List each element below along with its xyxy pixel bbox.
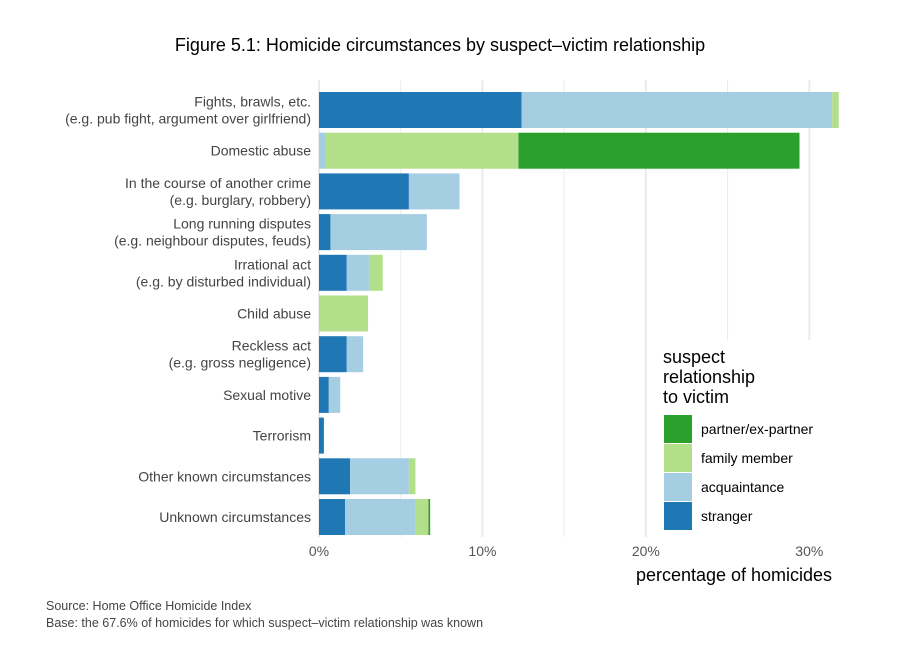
bar-domestic-partner bbox=[518, 132, 800, 169]
legend-title-line: to victim bbox=[663, 387, 729, 407]
category-label-crime: In the course of another crime (e.g. burg… bbox=[125, 175, 311, 208]
bar-reckless-acquaintance bbox=[346, 336, 364, 373]
bar-other-stranger bbox=[319, 458, 351, 495]
bar-sexual-acquaintance bbox=[328, 376, 341, 413]
bar-fights-acquaintance bbox=[521, 92, 833, 128]
bar-other-acquaintance bbox=[350, 458, 409, 495]
category-label-unknown: Unknown circumstances bbox=[159, 509, 311, 525]
category-label-line: (e.g. pub fight, argument over girlfrien… bbox=[65, 111, 311, 127]
category-label-child: Child abuse bbox=[237, 306, 311, 322]
category-label-disputes: Long running disputes (e.g. neighbour dis… bbox=[114, 216, 311, 249]
legend-title-line: relationship bbox=[663, 367, 755, 387]
bar-terrorism-stranger bbox=[319, 417, 324, 454]
category-label-line: (e.g. burglary, robbery) bbox=[170, 192, 311, 208]
category-label-line: Child abuse bbox=[237, 306, 311, 322]
bar-irrational-stranger bbox=[319, 254, 347, 291]
category-label-domestic: Domestic abuse bbox=[211, 143, 312, 159]
category-label-reckless: Reckless act (e.g. gross negligence) bbox=[169, 338, 312, 371]
bar-domestic-family bbox=[325, 132, 519, 169]
category-label-sexual: Sexual motive bbox=[223, 387, 311, 403]
bar-sexual-stranger bbox=[319, 376, 329, 413]
legend-label-stranger: stranger bbox=[701, 508, 753, 524]
legend-swatch-family bbox=[664, 444, 692, 472]
bar-unknown-stranger bbox=[319, 499, 346, 535]
bar-unknown-acquaintance bbox=[345, 499, 416, 535]
bars bbox=[319, 92, 839, 535]
category-label-line: Irrational act bbox=[234, 256, 311, 272]
legend-title-line: suspect bbox=[663, 347, 725, 367]
category-label-irrational: Irrational act (e.g. by disturbed individ… bbox=[136, 256, 311, 289]
category-label-line: (e.g. neighbour disputes, feuds) bbox=[114, 233, 311, 249]
bar-disputes-stranger bbox=[319, 214, 331, 251]
category-label-line: In the course of another crime bbox=[125, 175, 311, 191]
legend-label-acquaintance: acquaintance bbox=[701, 479, 785, 495]
category-labels: Fights, brawls, etc. (e.g. pub fight, arg… bbox=[65, 94, 311, 526]
chart-title: Figure 5.1: Homicide circumstances by su… bbox=[175, 35, 705, 55]
bar-disputes-acquaintance bbox=[330, 214, 427, 251]
bar-unknown-family bbox=[415, 499, 429, 535]
category-label-fights: Fights, brawls, etc. (e.g. pub fight, arg… bbox=[65, 94, 311, 127]
x-axis-ticks: 0% 10% 20% 30% bbox=[309, 543, 823, 559]
category-label-line: Reckless act bbox=[232, 338, 311, 354]
category-label-line: (e.g. gross negligence) bbox=[169, 355, 311, 371]
bar-domestic-acquaintance bbox=[319, 132, 326, 169]
category-label-terrorism: Terrorism bbox=[253, 428, 311, 444]
category-label-line: Fights, brawls, etc. bbox=[194, 94, 311, 110]
category-label-line: (e.g. by disturbed individual) bbox=[136, 273, 311, 289]
bar-fights-stranger bbox=[319, 92, 522, 128]
category-label-other: Other known circumstances bbox=[138, 468, 311, 484]
source-note: Source: Home Office Homicide Index bbox=[46, 599, 252, 613]
category-label-line: Domestic abuse bbox=[211, 143, 312, 159]
bar-fights-family bbox=[832, 92, 839, 128]
category-label-line: Other known circumstances bbox=[138, 468, 311, 484]
bar-child-family bbox=[319, 295, 369, 332]
category-label-line: Long running disputes bbox=[173, 216, 311, 232]
legend-swatch-acquaintance bbox=[664, 473, 692, 501]
category-label-line: Terrorism bbox=[253, 428, 311, 444]
x-tick-label: 10% bbox=[468, 543, 496, 559]
legend-swatch-stranger bbox=[664, 502, 692, 530]
legend-label-family: family member bbox=[701, 450, 793, 466]
x-tick-label: 30% bbox=[795, 543, 823, 559]
category-label-line: Unknown circumstances bbox=[159, 509, 311, 525]
category-label-line: Sexual motive bbox=[223, 387, 311, 403]
base-note: Base: the 67.6% of homicides for which s… bbox=[46, 616, 483, 630]
bar-crime-stranger bbox=[319, 173, 409, 210]
x-tick-label: 0% bbox=[309, 543, 329, 559]
legend-label-partner: partner/ex-partner bbox=[701, 421, 813, 437]
x-axis-title: percentage of homicides bbox=[636, 565, 832, 585]
bar-unknown-partner bbox=[428, 499, 431, 535]
bar-reckless-stranger bbox=[319, 336, 347, 373]
legend-swatch-partner bbox=[664, 415, 692, 443]
bar-irrational-acquaintance bbox=[346, 254, 370, 291]
bar-irrational-family bbox=[369, 254, 383, 291]
bar-crime-acquaintance bbox=[408, 173, 460, 210]
bar-other-family bbox=[408, 458, 416, 495]
x-tick-label: 20% bbox=[632, 543, 660, 559]
